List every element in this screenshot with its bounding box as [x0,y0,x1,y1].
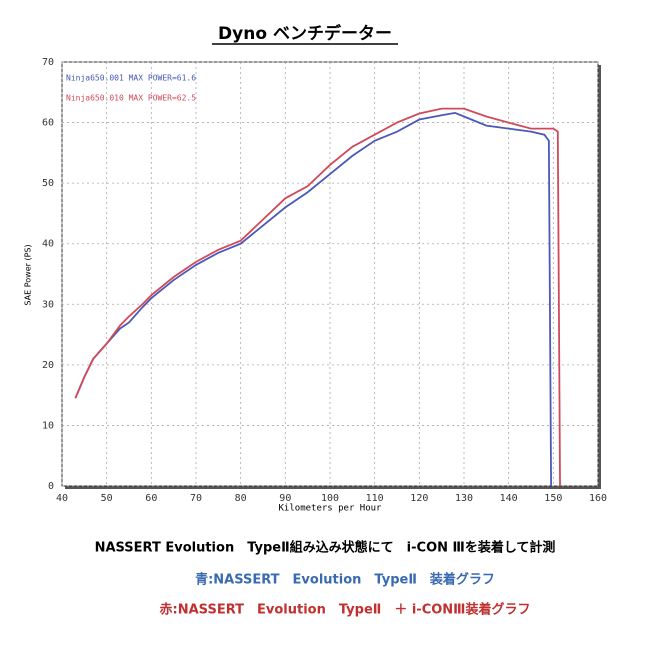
y-tick-label: 20 [42,360,54,371]
y-tick-label: 30 [42,299,54,310]
y-tick-label: 50 [42,178,54,189]
x-tick-label: 110 [366,493,384,504]
series-line [74,107,561,487]
x-tick-label: 70 [190,493,202,504]
y-tick-label: 40 [42,239,54,250]
caption: NASSERT Evolution TypeⅡ組み込み状態にて i-CON Ⅲを… [95,540,556,556]
y-axis-label: SAE Power (PS) [24,244,33,305]
legend-entry: Ninja650.001 MAX POWER=61.6 [66,74,196,83]
x-tick-label: 140 [500,493,518,504]
x-tick-label: 50 [101,493,113,504]
y-tick-label: 0 [48,481,54,492]
y-tick-label: 10 [42,420,54,431]
x-tick-label: 120 [410,493,428,504]
x-tick-label: 130 [455,493,473,504]
legend-entry: Ninja650.010 MAX POWER=62.5 [66,94,196,103]
x-tick-label: 160 [589,493,607,504]
x-tick-label: 60 [145,493,157,504]
y-tick-label: 60 [42,118,54,129]
chart-title: Dyno ベンチデーター [218,23,392,44]
y-tick-label: 70 [42,57,54,68]
x-tick-label: 90 [279,493,291,504]
x-tick-label: 100 [321,493,339,504]
x-tick-label: 40 [56,493,68,504]
caption: 青:NASSERT Evolution TypeⅡ 装着グラフ [195,572,495,588]
x-axis-label: Kilometers per Hour [279,504,383,514]
caption: 赤:NASSERT Evolution TypeⅡ ＋ i-CONⅢ装着グラフ [160,602,531,618]
series-line [74,111,552,487]
x-tick-label: 80 [235,493,247,504]
x-tick-label: 150 [544,493,562,504]
